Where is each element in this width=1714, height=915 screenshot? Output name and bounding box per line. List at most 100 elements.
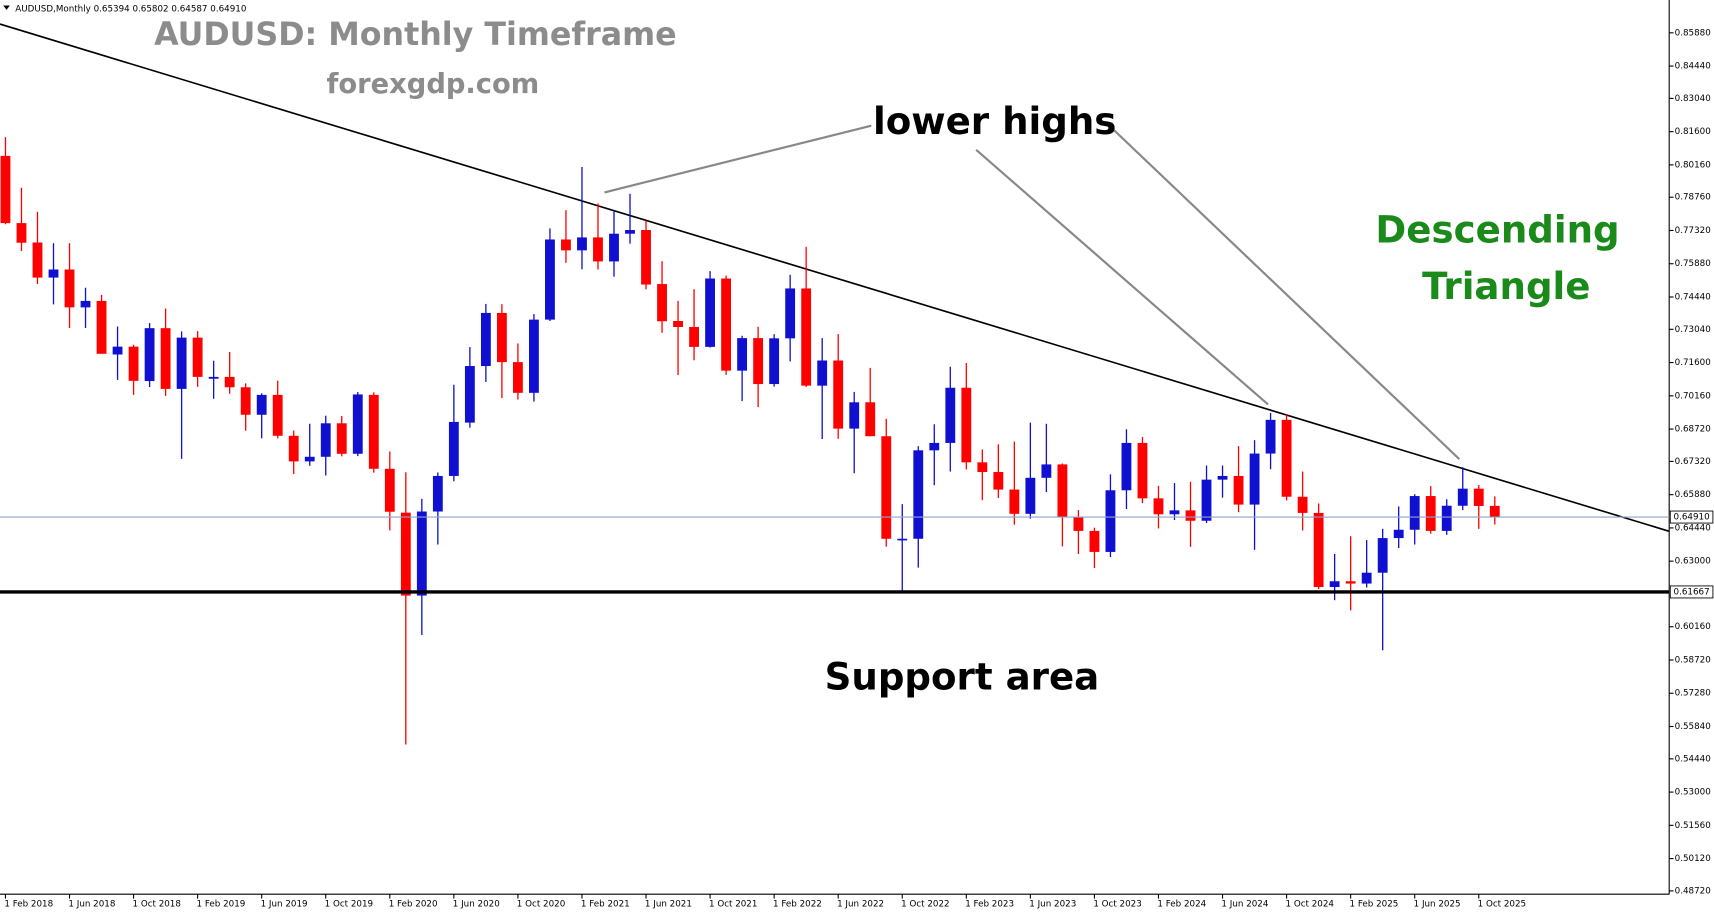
candle-body xyxy=(753,338,764,385)
trend-line xyxy=(0,23,1670,533)
candle-body xyxy=(1025,477,1036,514)
pointer-line xyxy=(975,148,1269,406)
candle-body xyxy=(705,278,716,347)
candle-body xyxy=(64,269,75,308)
candle-body xyxy=(577,237,587,251)
candles xyxy=(0,137,1500,745)
candle-body xyxy=(288,435,299,462)
candle-body xyxy=(416,511,427,596)
y-tick-label: 0.71600 xyxy=(1675,358,1711,368)
candle-body xyxy=(913,450,924,539)
candle-body xyxy=(785,288,796,339)
candle-body xyxy=(176,337,187,389)
candle-body xyxy=(1153,498,1164,515)
x-tick-label: 1 Oct 2024 xyxy=(1286,900,1335,910)
candle-body xyxy=(545,239,555,320)
y-tick-label: 0.81600 xyxy=(1675,127,1711,137)
candle-body xyxy=(833,360,844,429)
price-label-box xyxy=(1669,510,1714,524)
candle-body xyxy=(1409,496,1420,530)
y-tick-label: 0.75880 xyxy=(1675,259,1711,269)
x-tick-label: 1 Oct 2021 xyxy=(709,900,757,910)
x-tick-label: 1 Oct 2023 xyxy=(1093,900,1141,910)
candle-body xyxy=(1281,419,1292,497)
y-tick-label: 0.63000 xyxy=(1675,557,1711,567)
x-tick-label: 1 Feb 2021 xyxy=(581,900,630,910)
x-tick-label: 1 Oct 2018 xyxy=(132,900,180,910)
y-tick-label: 0.54440 xyxy=(1675,754,1711,764)
annotation: lower highs xyxy=(873,100,1116,143)
candle-body xyxy=(657,284,667,322)
candle-body xyxy=(1297,496,1308,513)
annotation: Support area xyxy=(825,655,1100,698)
candle-body xyxy=(1473,488,1484,506)
candle-body xyxy=(192,337,203,377)
candle-body xyxy=(609,233,619,262)
y-tick-label: 0.64440 xyxy=(1675,523,1711,533)
candle-body xyxy=(945,387,956,443)
x-tick-label: 1 Jun 2025 xyxy=(1414,900,1461,910)
candle-body xyxy=(625,230,635,234)
x-tick-label: 1 Oct 2019 xyxy=(325,900,373,910)
candle-body xyxy=(496,312,507,363)
candle-body xyxy=(384,468,395,512)
y-tick-label: 0.55840 xyxy=(1675,722,1711,732)
candle-body xyxy=(512,362,523,393)
candle-body xyxy=(1105,490,1116,552)
candle-body xyxy=(1009,489,1020,514)
x-tick-label: 1 Feb 2020 xyxy=(389,900,438,910)
candle-body xyxy=(272,394,283,436)
candle-body xyxy=(96,300,107,354)
candle-body xyxy=(224,376,235,388)
y-tick-label: 0.85880 xyxy=(1675,28,1711,38)
candle-body xyxy=(16,223,27,243)
candle-body xyxy=(336,423,347,454)
candle-body xyxy=(1217,475,1228,480)
x-tick-label: 1 Feb 2024 xyxy=(1157,900,1206,910)
y-tick-label: 0.80160 xyxy=(1675,160,1711,170)
x-tick-label: 1 Feb 2022 xyxy=(773,900,822,910)
candle-body xyxy=(1393,529,1404,539)
y-tick-label: 0.78760 xyxy=(1675,193,1711,203)
candle-body xyxy=(865,402,876,437)
candle-body xyxy=(1377,538,1388,573)
candle-body xyxy=(1233,475,1244,505)
candle-body xyxy=(1185,510,1196,521)
y-tick-label: 0.74440 xyxy=(1675,292,1711,302)
x-tick-label: 1 Feb 2018 xyxy=(4,900,53,910)
candle-body xyxy=(641,230,651,285)
candle-body xyxy=(1425,496,1436,531)
candle-body xyxy=(897,538,908,541)
candle-body xyxy=(801,288,812,386)
x-tick-label: 1 Oct 2020 xyxy=(517,900,565,910)
candle-body xyxy=(0,155,11,224)
candle-body xyxy=(1089,530,1100,552)
candle-body xyxy=(593,237,603,262)
candle-body xyxy=(400,512,411,596)
candle-body xyxy=(240,387,251,415)
candle-body xyxy=(32,242,43,278)
price-label: 0.61667 xyxy=(1674,587,1710,597)
y-tick-label: 0.83040 xyxy=(1675,94,1711,104)
candle-body xyxy=(561,239,571,251)
x-tick-label: 1 Oct 2022 xyxy=(901,900,949,910)
candle-body xyxy=(1441,505,1452,531)
x-tick-label: 1 Jun 2024 xyxy=(1221,900,1268,910)
x-tick-label: 1 Jun 2022 xyxy=(837,900,884,910)
y-tick-label: 0.53000 xyxy=(1675,788,1711,798)
x-tick-label: 1 Feb 2025 xyxy=(1350,900,1399,910)
x-tick-label: 1 Jun 2019 xyxy=(261,900,308,910)
x-tick-label: 1 Feb 2023 xyxy=(965,900,1014,910)
candle-body xyxy=(1313,512,1324,588)
candle-body xyxy=(48,269,59,278)
x-tick-label: 1 Jun 2023 xyxy=(1029,900,1076,910)
candle-body xyxy=(961,387,972,463)
x-tick-label: 1 Jun 2018 xyxy=(68,900,115,910)
candle-body xyxy=(1137,442,1148,499)
y-tick-label: 0.73040 xyxy=(1675,325,1711,335)
candle-body xyxy=(721,278,732,371)
candle-body xyxy=(1057,464,1068,518)
candle-body xyxy=(80,300,91,308)
candle-body xyxy=(160,328,171,389)
